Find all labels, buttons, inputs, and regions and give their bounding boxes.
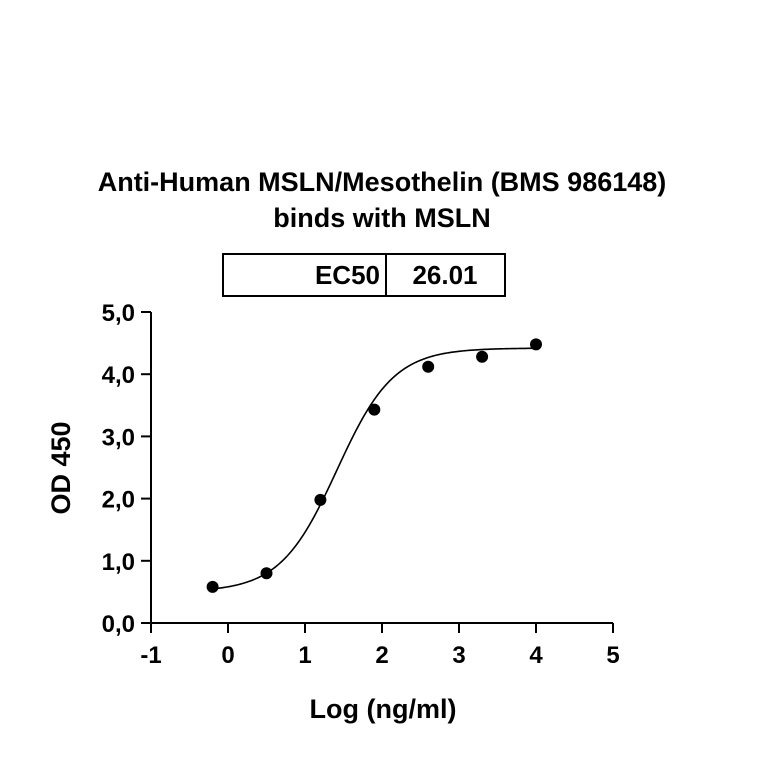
data-point <box>206 580 219 593</box>
x-tick-label: 0 <box>221 642 234 669</box>
fit-curve-layer <box>212 347 537 590</box>
y-tick-label: 2,0 <box>102 487 135 514</box>
x-tick-label: -1 <box>140 642 161 669</box>
ec50-table: EC50 26.01 <box>222 253 506 297</box>
data-points <box>206 338 542 593</box>
axes: -1 0 1 2 3 4 5 0,0 1,0 2,0 3,0 4,0 5,0 <box>102 300 620 669</box>
x-axis-label: Log (ng/ml) <box>310 694 457 724</box>
data-point <box>368 403 381 416</box>
x-tick-label: 1 <box>298 642 311 669</box>
data-point <box>476 350 489 363</box>
ec50-value: 26.01 <box>412 260 477 290</box>
y-tick-label: 5,0 <box>102 300 135 327</box>
data-point <box>260 567 273 580</box>
y-tick-label: 4,0 <box>102 362 135 389</box>
chart-title-line-2: binds with MSLN <box>273 203 490 233</box>
data-point <box>314 493 327 506</box>
y-tick-label: 1,0 <box>102 549 135 576</box>
x-tick-label: 4 <box>529 642 543 669</box>
x-tick-label: 5 <box>606 642 619 669</box>
x-tick-label: 3 <box>452 642 465 669</box>
data-point <box>422 360 435 373</box>
chart-title-line-1: Anti-Human MSLN/Mesothelin (BMS 986148) <box>98 167 667 197</box>
y-tick-label: 3,0 <box>102 424 135 451</box>
ec50-table-border <box>222 253 506 297</box>
x-tick-label: 2 <box>375 642 388 669</box>
y-tick-label: 0,0 <box>102 611 135 638</box>
ec50-label: EC50 <box>315 260 380 290</box>
y-axis-label: OD 450 <box>46 421 76 514</box>
fit-curve <box>212 347 537 590</box>
data-point <box>530 338 542 351</box>
